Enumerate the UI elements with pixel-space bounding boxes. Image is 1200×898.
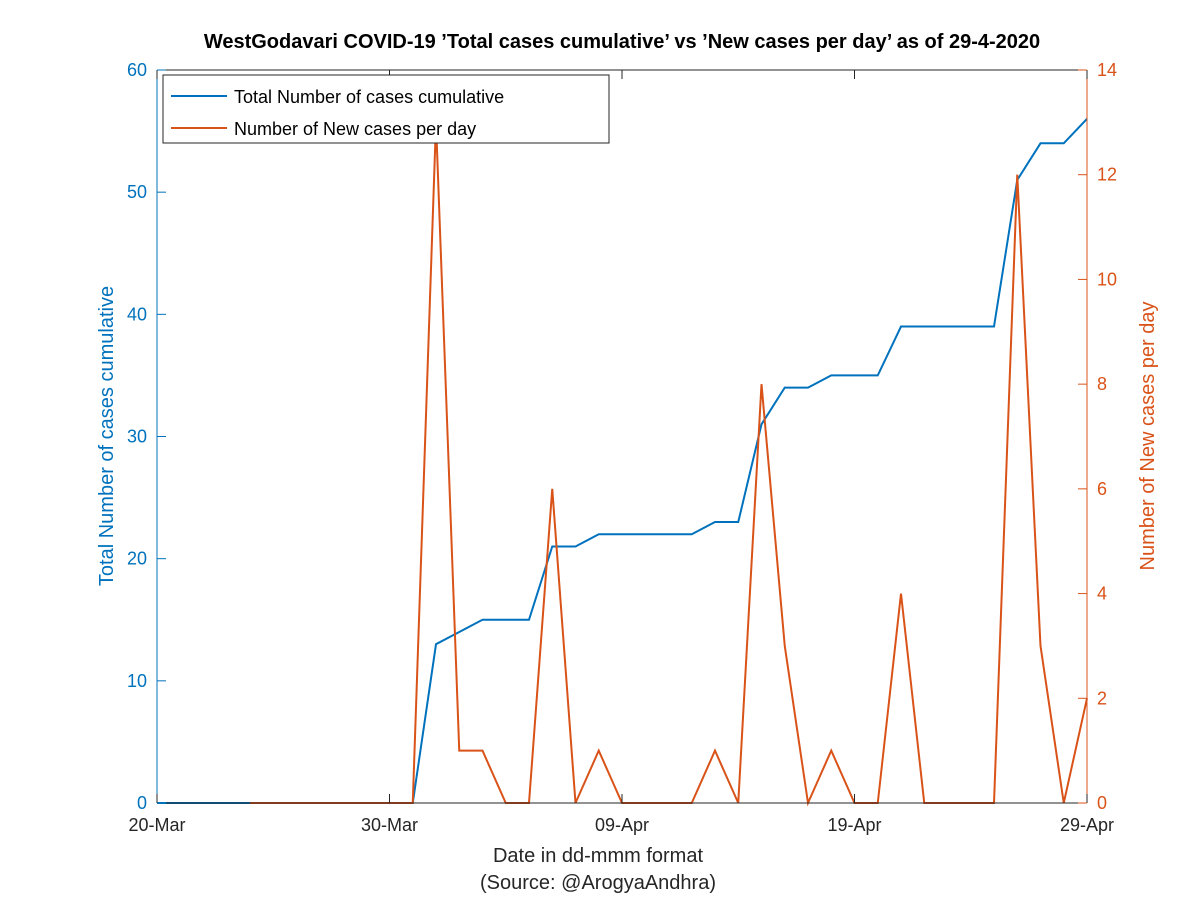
x-axis-source-note: (Source: @ArogyaAndhra): [480, 872, 716, 894]
left-y-axis-label: Total Number of cases cumulative: [96, 286, 118, 586]
left-y-tick-label: 20: [127, 549, 147, 569]
left-y-tick-label: 60: [127, 60, 147, 80]
x-tick-label: 29-Apr: [1060, 815, 1114, 835]
legend-label-cumulative: Total Number of cases cumulative: [234, 87, 504, 107]
right-y-axis-label: Number of New cases per day: [1137, 301, 1159, 570]
x-ticks: 20-Mar 30-Mar 09-Apr 19-Apr 29-Apr: [128, 70, 1114, 835]
x-axis-label: Date in dd-mmm format: [493, 845, 703, 867]
left-y-tick-label: 30: [127, 427, 147, 447]
x-tick-label: 09-Apr: [595, 815, 649, 835]
right-y-tick-label: 12: [1097, 165, 1117, 185]
left-y-tick-label: 0: [137, 793, 147, 813]
left-y-tick-label: 10: [127, 671, 147, 691]
legend: Total Number of cases cumulative Number …: [162, 74, 610, 144]
legend-box: [162, 74, 610, 144]
x-tick-label: 20-Mar: [128, 815, 185, 835]
right-y-tick-label: 8: [1097, 374, 1107, 394]
plot-area: [157, 70, 1087, 803]
right-y-tick-label: 14: [1097, 60, 1117, 80]
legend-label-new: Number of New cases per day: [234, 119, 476, 139]
right-y-tick-label: 4: [1097, 584, 1107, 604]
right-y-tick-label: 0: [1097, 793, 1107, 813]
left-y-tick-label: 50: [127, 182, 147, 202]
left-y-tick-label: 40: [127, 304, 147, 324]
left-y-ticks: 0 10 20 30 40 50 60: [127, 60, 166, 813]
right-y-tick-label: 2: [1097, 688, 1107, 708]
x-tick-label: 30-Mar: [361, 815, 418, 835]
right-y-tick-label: 6: [1097, 479, 1107, 499]
right-y-ticks: 0 2 4 6 8 10 12 14: [1078, 60, 1117, 813]
x-tick-label: 19-Apr: [827, 815, 881, 835]
chart-title: WestGodavari COVID-19 ’Total cases cumul…: [204, 31, 1040, 53]
right-y-tick-label: 10: [1097, 269, 1117, 289]
